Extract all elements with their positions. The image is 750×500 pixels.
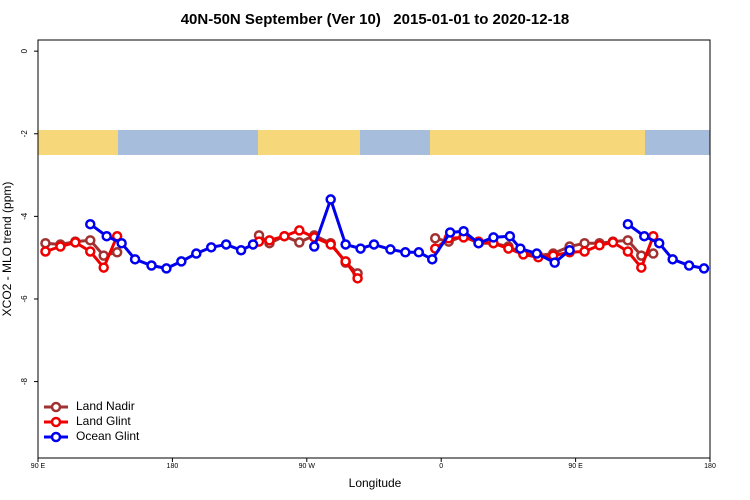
legend-marker [50, 401, 62, 413]
data-point [698, 263, 710, 274]
data-point [40, 237, 51, 249]
data-point [116, 237, 127, 249]
data-point [579, 246, 590, 257]
data-point [325, 239, 336, 250]
data-point [309, 241, 320, 252]
y-tick-label: 0 [20, 48, 29, 53]
data-point [385, 244, 396, 255]
data-point [503, 243, 514, 254]
data-point [101, 230, 112, 242]
data-point [146, 260, 157, 271]
data-point [653, 237, 665, 249]
data-point [504, 230, 516, 242]
data-point [594, 240, 605, 251]
x-tick-label: 180 [167, 463, 179, 470]
legend-marker [50, 431, 62, 443]
data-point [444, 227, 456, 238]
data-point [355, 243, 366, 254]
data-point [426, 254, 438, 265]
x-tick-label: 90 E [568, 463, 583, 470]
data-point [531, 248, 543, 259]
data-point [429, 233, 441, 244]
data-point [85, 218, 96, 230]
land-band [430, 130, 645, 155]
data-point [473, 237, 484, 249]
data-point [85, 235, 96, 246]
data-point [622, 246, 634, 257]
data-point [579, 237, 590, 249]
data-point [458, 225, 469, 237]
data-point [352, 273, 363, 284]
data-point [340, 256, 351, 267]
data-point [279, 230, 290, 242]
data-point [40, 246, 51, 257]
data-point [549, 257, 560, 268]
legend-label: Land Nadir [76, 399, 135, 413]
x-tick-label: 0 [439, 463, 443, 470]
data-point [294, 225, 305, 236]
land-band [258, 130, 360, 155]
y-tick-label: -6 [20, 295, 29, 303]
legend-label: Land Glint [76, 414, 131, 428]
plot-frame [37, 39, 711, 459]
data-point [70, 237, 81, 248]
data-point [622, 235, 634, 246]
legend-marker [50, 416, 62, 428]
data-point [622, 218, 634, 230]
data-point [111, 247, 123, 258]
data-point [607, 237, 619, 248]
data-point [636, 262, 647, 273]
data-point [515, 243, 526, 254]
data-point [413, 247, 425, 258]
y-tick-label: -4 [20, 212, 29, 220]
data-point [294, 237, 305, 248]
data-point [400, 247, 411, 258]
y-tick-label: -8 [20, 377, 29, 385]
y-axis-label: XCO2 - MLO trend (ppm) [0, 182, 14, 317]
data-point [235, 244, 247, 256]
data-point [85, 246, 96, 257]
data-point [648, 248, 659, 259]
x-axis-label: Longitude [349, 476, 402, 490]
data-point [340, 239, 351, 250]
data-point [667, 254, 678, 265]
x-tick-label: 90 E [31, 463, 46, 470]
data-point [564, 244, 575, 256]
data-point [264, 235, 275, 246]
data-point [325, 194, 336, 205]
y-tick-label: -2 [20, 130, 29, 138]
data-point [205, 242, 217, 253]
data-point [488, 232, 499, 243]
data-point [191, 248, 202, 259]
series [85, 194, 710, 274]
data-point [176, 256, 187, 267]
data-point [683, 260, 695, 271]
data-point [220, 239, 232, 250]
x-tick-label: 90 W [299, 463, 316, 470]
data-point [368, 239, 380, 250]
data-point [55, 241, 66, 252]
data-point [98, 262, 109, 273]
x-tick-label: 180 [704, 463, 716, 470]
data-point [247, 239, 259, 250]
chart-title: 40N-50N September (Ver 10) 2015-01-01 to… [181, 11, 570, 28]
map-strip [38, 130, 710, 155]
data-point [639, 230, 650, 242]
data-point [129, 254, 141, 265]
data-point [161, 263, 172, 274]
legend-label: Ocean Glint [76, 429, 140, 443]
land-band [38, 130, 118, 155]
